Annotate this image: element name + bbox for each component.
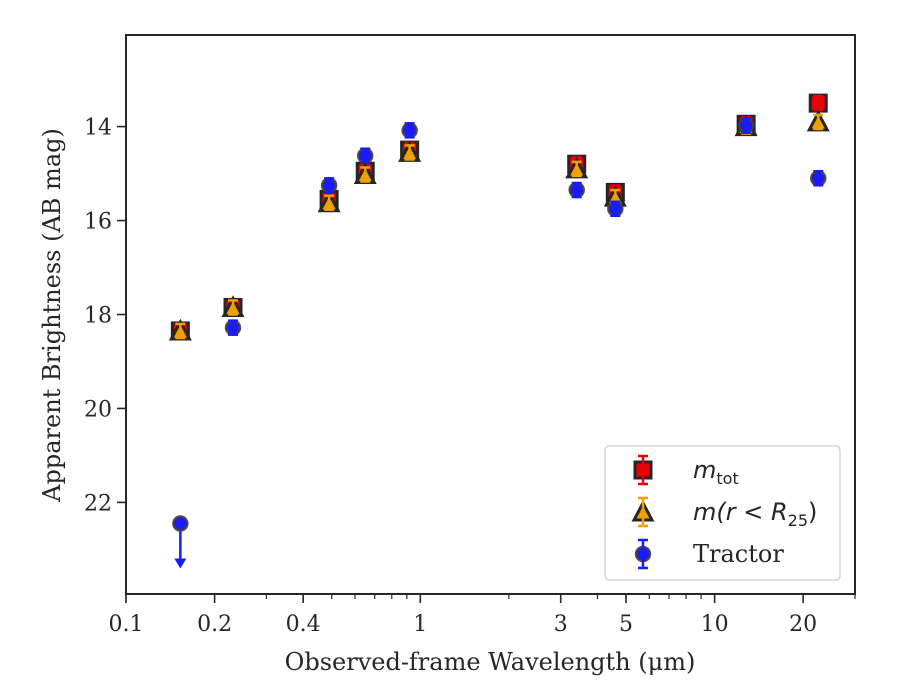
y-axis: 14 16 18 20 22 bbox=[84, 116, 126, 516]
error-bar bbox=[324, 177, 335, 194]
data-point bbox=[172, 515, 189, 532]
error-bar bbox=[175, 322, 186, 340]
plot-marks bbox=[168, 93, 830, 569]
x-tick-label: 5 bbox=[619, 612, 633, 637]
x-tick-label: 0.4 bbox=[286, 612, 321, 637]
legend-label: m(r < R25) bbox=[693, 498, 817, 530]
legend: mtot m(r < R25) Tractor bbox=[604, 445, 841, 581]
y-axis-label: Apparent Brightness (AB mag) bbox=[38, 128, 66, 503]
error-bar bbox=[360, 147, 371, 164]
x-tick-label: 20 bbox=[789, 612, 817, 637]
y-tick-label: 14 bbox=[84, 116, 112, 141]
y-tick-label: 20 bbox=[84, 397, 112, 422]
legend-entry-0: mtot bbox=[633, 454, 739, 488]
x-tick-label: 3 bbox=[554, 612, 568, 637]
error-bar bbox=[741, 117, 752, 134]
series-2 bbox=[172, 117, 827, 569]
error-bar bbox=[610, 200, 621, 218]
error-bar bbox=[571, 160, 582, 178]
legend-label: mtot bbox=[693, 456, 739, 488]
upper-limit-arrowhead bbox=[174, 558, 187, 569]
series-0 bbox=[170, 93, 828, 341]
x-tick-label: 0.1 bbox=[109, 612, 144, 637]
x-tick-label: 0.2 bbox=[197, 612, 232, 637]
legend-entry-1: m(r < R25) bbox=[631, 496, 817, 530]
y-tick-label: 18 bbox=[84, 304, 112, 329]
x-tick-label: 1 bbox=[413, 612, 427, 637]
error-bar bbox=[228, 299, 239, 316]
error-bar bbox=[324, 194, 335, 211]
x-tick-label: 10 bbox=[701, 612, 729, 637]
error-bar bbox=[404, 144, 415, 161]
error-bar bbox=[404, 122, 415, 139]
error-bar bbox=[813, 113, 824, 131]
series-1 bbox=[168, 109, 830, 341]
legend-label: Tractor bbox=[693, 540, 784, 568]
x-axis: 0.1 0.2 0.4 1 3 5 10 20 bbox=[109, 594, 856, 637]
legend-entry-2: Tractor bbox=[634, 538, 784, 570]
legend-box bbox=[604, 445, 841, 581]
y-tick-label: 16 bbox=[84, 210, 112, 235]
y-tick-label: 22 bbox=[84, 491, 112, 516]
x-axis-label: Observed-frame Wavelength (μm) bbox=[285, 648, 696, 676]
error-bar bbox=[360, 166, 371, 183]
error-bar bbox=[813, 170, 824, 187]
error-bar bbox=[228, 319, 239, 336]
error-bar bbox=[571, 181, 582, 199]
